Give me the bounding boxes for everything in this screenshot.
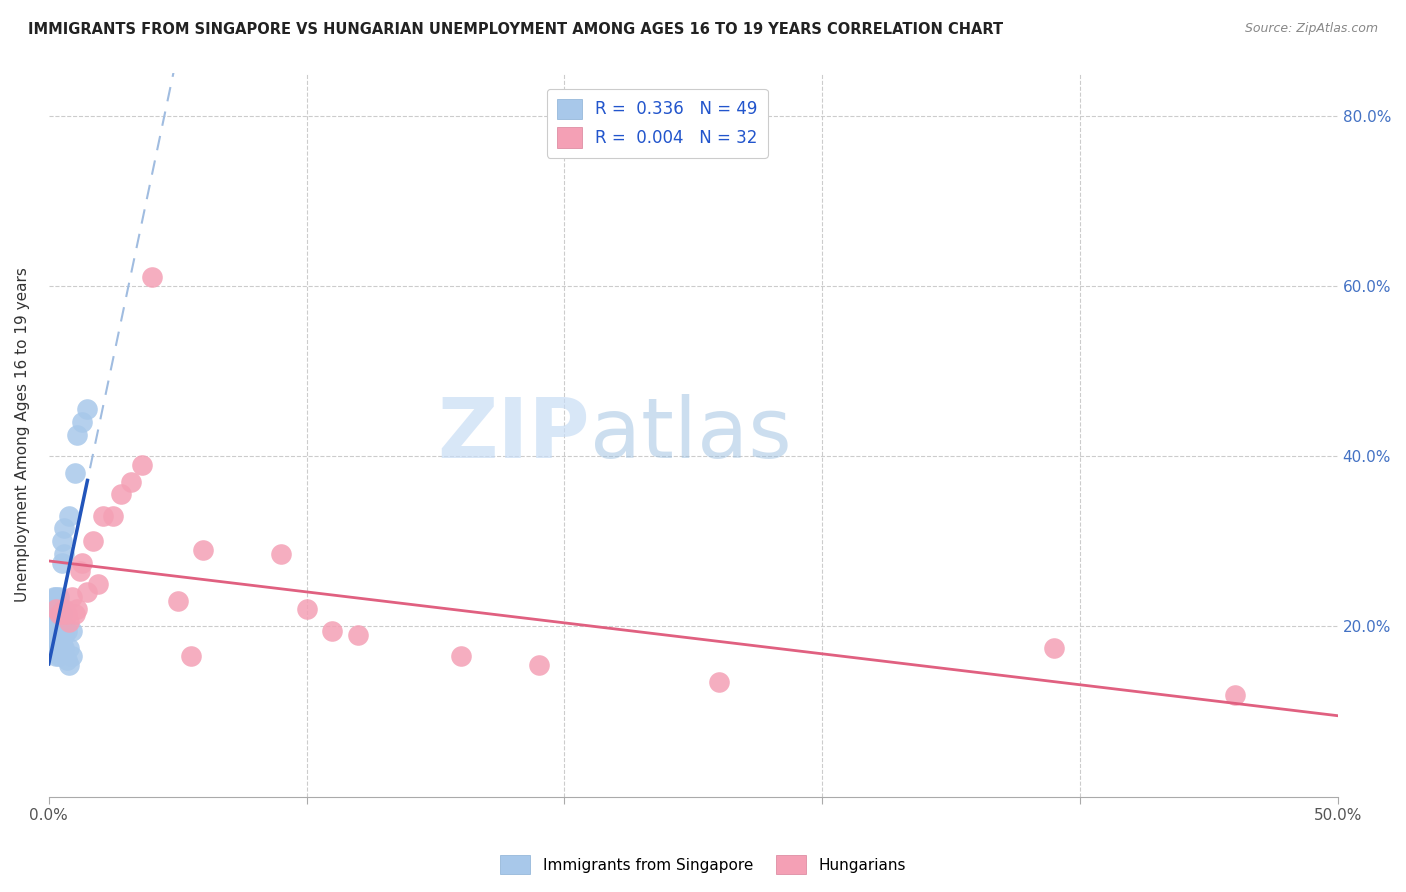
Point: [450, 649, 472, 664]
Point: [48, 640, 70, 655]
Point: [103, 508, 125, 523]
Point: [66, 602, 89, 616]
Point: [48, 632, 70, 647]
Point: [51, 645, 73, 659]
Point: [82, 534, 104, 549]
Point: [45, 590, 67, 604]
Point: [76, 585, 98, 599]
Point: [51, 619, 73, 633]
Point: [56, 624, 79, 638]
Point: [48, 624, 70, 638]
Point: [141, 270, 163, 285]
Point: [41, 607, 63, 621]
Point: [60, 590, 83, 604]
Point: [45, 602, 67, 616]
Point: [51, 607, 73, 621]
Text: ZIP: ZIP: [437, 394, 591, 475]
Point: [53, 602, 76, 616]
Point: [321, 624, 343, 638]
Point: [707, 674, 730, 689]
Point: [193, 542, 215, 557]
Point: [58, 657, 80, 672]
Point: [56, 607, 79, 621]
Point: [45, 607, 67, 621]
Point: [51, 607, 73, 621]
Point: [45, 632, 67, 647]
Point: [42, 624, 65, 638]
Point: [56, 653, 79, 667]
Point: [42, 602, 65, 616]
Point: [45, 624, 67, 638]
Point: [53, 619, 76, 633]
Point: [63, 466, 86, 480]
Text: Source: ZipAtlas.com: Source: ZipAtlas.com: [1244, 22, 1378, 36]
Point: [42, 632, 65, 647]
Y-axis label: Unemployment Among Ages 16 to 19 years: Unemployment Among Ages 16 to 19 years: [15, 268, 30, 602]
Point: [76, 402, 98, 417]
Point: [42, 590, 65, 604]
Point: [48, 607, 70, 621]
Point: [1223, 688, 1246, 702]
Point: [60, 624, 83, 638]
Point: [45, 602, 67, 616]
Point: [45, 649, 67, 664]
Point: [41, 619, 63, 633]
Point: [48, 590, 70, 604]
Legend: R =  0.336   N = 49, R =  0.004   N = 32: R = 0.336 N = 49, R = 0.004 N = 32: [547, 88, 768, 158]
Point: [58, 615, 80, 629]
Point: [1043, 640, 1066, 655]
Point: [53, 547, 76, 561]
Point: [72, 556, 94, 570]
Point: [66, 427, 89, 442]
Point: [87, 577, 110, 591]
Point: [51, 636, 73, 650]
Point: [45, 640, 67, 655]
Point: [51, 556, 73, 570]
Point: [53, 628, 76, 642]
Point: [58, 640, 80, 655]
Point: [60, 649, 83, 664]
Point: [45, 598, 67, 612]
Point: [48, 649, 70, 664]
Point: [48, 615, 70, 629]
Point: [58, 508, 80, 523]
Point: [131, 458, 153, 472]
Point: [42, 611, 65, 625]
Point: [295, 602, 318, 616]
Point: [51, 534, 73, 549]
Point: [347, 628, 370, 642]
Point: [166, 594, 188, 608]
Point: [69, 564, 91, 578]
Point: [110, 487, 132, 501]
Text: IMMIGRANTS FROM SINGAPORE VS HUNGARIAN UNEMPLOYMENT AMONG AGES 16 TO 19 YEARS CO: IMMIGRANTS FROM SINGAPORE VS HUNGARIAN U…: [28, 22, 1004, 37]
Point: [45, 615, 67, 629]
Point: [48, 598, 70, 612]
Point: [180, 649, 202, 664]
Point: [42, 645, 65, 659]
Point: [53, 521, 76, 535]
Point: [41, 598, 63, 612]
Point: [48, 607, 70, 621]
Point: [41, 594, 63, 608]
Legend: Immigrants from Singapore, Hungarians: Immigrants from Singapore, Hungarians: [494, 849, 912, 880]
Point: [72, 415, 94, 429]
Point: [270, 547, 292, 561]
Point: [53, 640, 76, 655]
Point: [63, 607, 86, 621]
Point: [527, 657, 550, 672]
Point: [120, 475, 142, 489]
Text: atlas: atlas: [591, 394, 792, 475]
Point: [91, 508, 114, 523]
